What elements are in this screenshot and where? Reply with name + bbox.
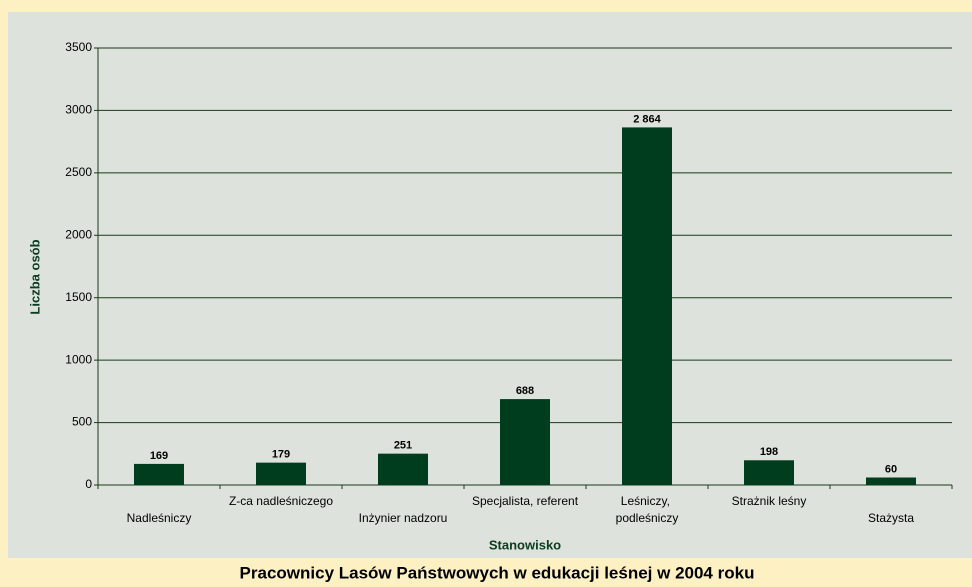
x-axis-label: Stanowisko	[489, 537, 561, 552]
value-label: 688	[516, 385, 534, 397]
y-tick-label: 3500	[65, 40, 92, 54]
bar	[500, 399, 550, 485]
y-tick-label: 2500	[65, 165, 92, 179]
bar	[256, 462, 306, 485]
chart-title: Pracownicy Lasów Państwowych w edukacji …	[240, 563, 755, 582]
bar	[378, 453, 428, 485]
y-tick-label: 0	[85, 477, 92, 491]
bar	[744, 460, 794, 485]
x-tick-label: Leśniczy, podleśniczy	[616, 494, 679, 525]
y-tick-label: 2000	[65, 227, 92, 241]
value-label: 179	[272, 449, 290, 461]
x-tick-label: Inżynier nadzoru	[359, 511, 448, 525]
value-label: 169	[150, 450, 168, 462]
y-tick-label: 3000	[65, 103, 92, 117]
x-tick-label: Strażnik leśny	[732, 494, 807, 508]
bar	[866, 477, 916, 485]
y-tick-label: 500	[72, 415, 92, 429]
value-label: 60	[885, 463, 897, 475]
value-label: 198	[760, 446, 778, 458]
value-label: 2 864	[633, 113, 661, 125]
value-label: 251	[394, 440, 412, 452]
y-tick-label: 1500	[65, 290, 92, 304]
x-tick-label: Z-ca nadleśniczego	[229, 494, 333, 508]
bar	[622, 127, 672, 485]
y-axis-label: Liczba osób	[27, 239, 42, 314]
y-tick-label: 1000	[65, 352, 92, 366]
x-tick-label: Stażysta	[868, 511, 914, 525]
x-tick-label: Specjalista, referent	[472, 494, 579, 508]
x-tick-label: Nadleśniczy	[127, 511, 192, 525]
bar	[134, 463, 184, 485]
